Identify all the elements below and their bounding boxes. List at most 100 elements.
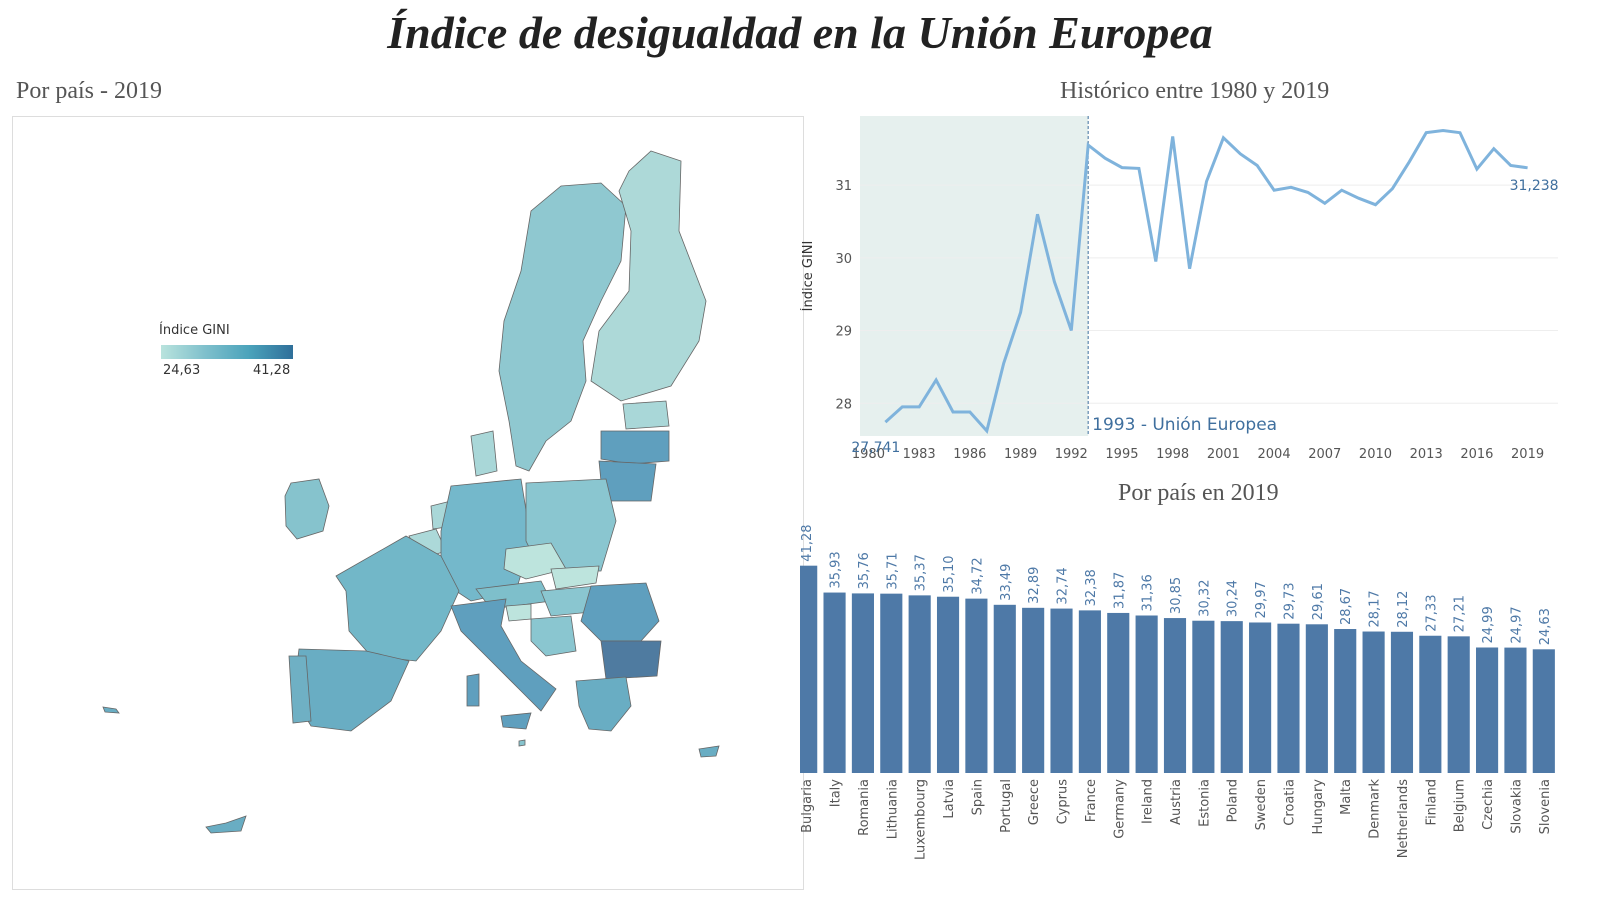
- bar-value-label: 41,28: [800, 525, 815, 562]
- bar-category-label: Denmark: [1368, 779, 1383, 839]
- bar[interactable]: [1078, 610, 1101, 773]
- legend-color-scale: [161, 345, 293, 359]
- line-chart[interactable]: 28 29 30 31 1980 1983 1986 1989 1992 1995 1998 200…: [800, 106, 1590, 476]
- bar[interactable]: [1277, 623, 1300, 773]
- bar[interactable]: [1419, 635, 1442, 773]
- bar[interactable]: [823, 592, 846, 773]
- map-region-slovenia: [505, 603, 532, 622]
- map-title: Por país - 2019: [16, 78, 162, 104]
- x-tick-label: 2013: [1410, 447, 1443, 462]
- bar-chart[interactable]: 41,28 Bulgaria 35,93 Italy 35,76 Romania 35,71…: [800, 525, 1590, 890]
- bar[interactable]: [1022, 607, 1045, 773]
- bar[interactable]: [1532, 649, 1555, 773]
- map-region-romania: [580, 582, 660, 642]
- bar[interactable]: [1163, 618, 1187, 773]
- map-region-portugal: [288, 655, 312, 724]
- x-tick-label: 2001: [1207, 447, 1240, 462]
- bar[interactable]: [936, 596, 960, 773]
- map-region-cyprus: [698, 745, 720, 758]
- x-tick-label: 2004: [1258, 447, 1291, 462]
- map-region-czechia: [503, 542, 567, 580]
- bar[interactable]: [1447, 636, 1470, 773]
- bar[interactable]: [1305, 624, 1328, 773]
- x-tick-label: 1983: [903, 447, 936, 462]
- bar-category-label: Slovenia: [1538, 779, 1553, 834]
- bar-value-label: 32,89: [1027, 567, 1042, 604]
- map-region-latvia: [600, 430, 670, 465]
- bar-category-label: Latvia: [942, 779, 957, 819]
- bar-category-label: Hungary: [1311, 779, 1326, 835]
- bar-value-label: 35,10: [942, 556, 957, 593]
- bar-category-label: Croatia: [1282, 779, 1297, 826]
- bar[interactable]: [1390, 631, 1414, 773]
- bar[interactable]: [1249, 622, 1272, 773]
- bar-category-label: Portugal: [999, 779, 1014, 833]
- bar-value-label: 33,49: [999, 564, 1014, 601]
- bar-value-label: 32,74: [1056, 567, 1071, 604]
- x-tick-label: 2019: [1511, 447, 1544, 462]
- bar-category-label: Ireland: [1141, 779, 1156, 824]
- bar[interactable]: [800, 565, 818, 773]
- bar[interactable]: [1362, 631, 1385, 773]
- bar-value-label: 28,17: [1368, 590, 1383, 627]
- gini-line-series[interactable]: [884, 128, 1528, 435]
- map-region-finland: [590, 150, 707, 402]
- bar-value-label: 35,93: [829, 551, 844, 588]
- bar[interactable]: [880, 593, 903, 773]
- bar-value-label: 35,76: [857, 552, 872, 589]
- bar[interactable]: [965, 598, 988, 773]
- x-tick-label: 2007: [1308, 447, 1341, 462]
- bar-category-label: Luxembourg: [914, 779, 929, 860]
- bar-category-label: Belgium: [1453, 779, 1468, 832]
- map-region-greece: [575, 676, 632, 732]
- bar[interactable]: [1476, 647, 1499, 773]
- bar-value-label: 27,33: [1424, 595, 1439, 632]
- bar-category-label: Greece: [1027, 779, 1042, 825]
- bar-category-label: Germany: [1112, 779, 1127, 839]
- x-tick-label: 1980: [852, 447, 885, 462]
- bar-category-label: Austria: [1169, 779, 1184, 825]
- legend-max-value: 41,28: [253, 363, 291, 378]
- bar-value-label: 29,97: [1254, 581, 1269, 618]
- bar-category-label: Slovakia: [1509, 779, 1524, 834]
- bar-category-label: Bulgaria: [800, 779, 815, 833]
- bar[interactable]: [1192, 620, 1215, 773]
- map-region-malta: [518, 739, 526, 747]
- map-region-denmark: [470, 430, 498, 477]
- y-tick-label: 29: [835, 325, 852, 340]
- bar-value-label: 24,63: [1538, 608, 1553, 645]
- bar[interactable]: [1050, 608, 1073, 773]
- bar[interactable]: [1135, 615, 1158, 773]
- bar[interactable]: [908, 595, 931, 773]
- bar-value-label: 32,38: [1084, 569, 1099, 606]
- map-region-sardinia: [466, 673, 480, 707]
- bar[interactable]: [1334, 629, 1357, 773]
- bar-value-label: 34,72: [970, 557, 985, 594]
- eu-shade-label: 1993 - Unión Europea: [1092, 415, 1277, 435]
- bar[interactable]: [1107, 612, 1130, 773]
- x-tick-label: 2010: [1359, 447, 1392, 462]
- bar[interactable]: [1504, 647, 1527, 773]
- bar-category-label: Netherlands: [1396, 779, 1411, 858]
- legend-min-value: 24,63: [163, 363, 201, 378]
- eu-choropleth-map[interactable]: Índice GINI 24,63 41,28: [12, 116, 804, 890]
- x-tick-label: 2016: [1460, 447, 1493, 462]
- bar-value-label: 28,12: [1396, 591, 1411, 628]
- bar[interactable]: [851, 593, 874, 773]
- last-value-label: 31,238: [1510, 178, 1559, 194]
- bar-category-label: Italy: [829, 779, 844, 808]
- map-region-bulgaria: [600, 640, 662, 680]
- map-region-estonia: [622, 400, 670, 430]
- bar[interactable]: [993, 604, 1016, 773]
- bar-value-label: 27,21: [1453, 595, 1468, 632]
- line-ylabel: Índice GINI: [800, 241, 816, 312]
- bar-chart-title: Por país en 2019: [1118, 480, 1279, 506]
- map-region-canary-islands: [205, 815, 247, 834]
- bar-value-label: 35,71: [885, 552, 900, 589]
- x-tick-label: 1986: [953, 447, 986, 462]
- bar-category-label: Malta: [1339, 779, 1354, 815]
- bar-value-label: 30,85: [1169, 577, 1184, 614]
- bar[interactable]: [1220, 621, 1243, 773]
- bar-category-label: Romania: [857, 779, 872, 836]
- map-region-sicily: [500, 712, 532, 730]
